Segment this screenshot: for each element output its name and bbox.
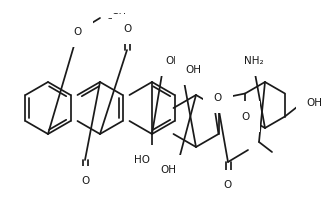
Text: OH: OH <box>306 98 322 108</box>
Text: O: O <box>214 93 222 103</box>
Text: –CH₃: –CH₃ <box>108 13 131 23</box>
Text: O: O <box>81 176 89 186</box>
Text: NH₂: NH₂ <box>244 56 264 66</box>
Text: HO: HO <box>134 155 150 165</box>
Text: OH: OH <box>185 65 201 75</box>
Text: O: O <box>224 180 232 190</box>
Text: O: O <box>74 27 82 37</box>
Text: O: O <box>241 111 249 121</box>
Text: OH: OH <box>165 56 181 66</box>
Text: OH: OH <box>160 165 176 175</box>
Text: O: O <box>123 24 131 34</box>
